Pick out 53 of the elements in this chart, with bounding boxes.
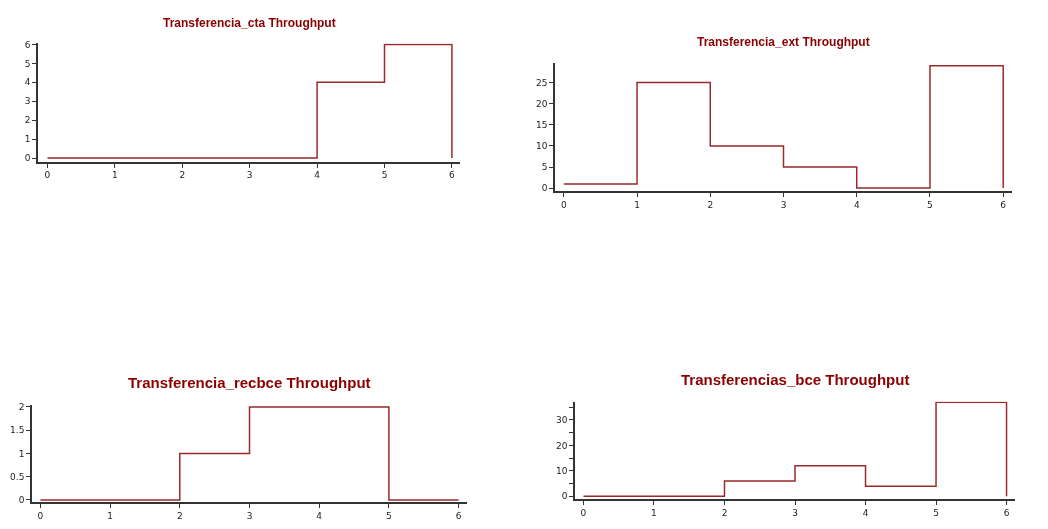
- x-tick-label: 5: [386, 510, 392, 521]
- y-tick-label: 3: [24, 96, 31, 107]
- x-tick-label: 0: [580, 507, 587, 518]
- x-tick-label: 4: [862, 507, 869, 518]
- x-tick-label: 6: [1003, 507, 1010, 518]
- x-tick-label: 2: [179, 170, 186, 181]
- y-tick-label: 30: [556, 415, 568, 426]
- x-tick-label: 0: [44, 170, 51, 181]
- x-tick-label: 2: [707, 200, 714, 211]
- y-tick-label: 15: [536, 119, 548, 130]
- x-tick-label: 4: [314, 170, 321, 181]
- y-tick-label: 0: [561, 491, 568, 502]
- x-tick-label: 4: [316, 510, 323, 521]
- chart-title: Transferencia_recbce Throughput: [128, 374, 371, 391]
- y-tick-label: 1.5: [10, 425, 25, 436]
- x-tick-label: 5: [933, 507, 939, 518]
- x-tick-label: 1: [111, 170, 118, 181]
- y-tick-label: 10: [556, 466, 568, 477]
- x-tick-label: 1: [651, 507, 657, 518]
- x-tick-label: 3: [780, 200, 787, 211]
- x-tick-label: 5: [927, 200, 933, 211]
- x-tick-label: 1: [107, 510, 113, 521]
- y-tick-label: 20: [536, 98, 548, 109]
- x-tick-label: 2: [176, 510, 183, 521]
- y-tick-label: 1: [18, 448, 25, 459]
- y-tick-label: 2: [24, 115, 31, 126]
- x-tick-label: 0: [37, 510, 44, 521]
- x-tick-label: 4: [853, 200, 860, 211]
- x-tick-label: 3: [246, 510, 253, 521]
- x-tick-label: 6: [455, 510, 462, 521]
- y-tick-label: 6: [24, 39, 31, 50]
- x-tick-label: 5: [381, 170, 388, 181]
- y-tick-label: 5: [541, 162, 548, 173]
- y-tick-label: 4: [24, 77, 31, 88]
- chart-title: Transferencias_bce Throughput: [681, 371, 910, 388]
- y-tick-label: 10: [536, 141, 548, 152]
- y-tick-label: 0: [24, 153, 31, 164]
- y-tick-label: 1: [24, 134, 31, 145]
- y-tick-label: 25: [536, 77, 548, 88]
- x-tick-label: 6: [1000, 200, 1007, 211]
- y-tick-label: 0: [18, 495, 25, 506]
- chart-title: Transferencia_cta Throughput: [163, 16, 336, 30]
- chart-title: Transferencia_ext Throughput: [697, 35, 870, 49]
- x-tick-label: 3: [246, 170, 253, 181]
- y-tick-label: 5: [24, 58, 31, 69]
- y-tick-label: 2: [18, 402, 25, 413]
- y-tick-label: 0.5: [10, 471, 25, 482]
- x-tick-label: 3: [792, 507, 798, 518]
- x-tick-label: 2: [721, 507, 728, 518]
- x-tick-label: 1: [634, 200, 640, 211]
- y-tick-label: 20: [556, 440, 568, 451]
- x-tick-label: 6: [449, 170, 456, 181]
- y-tick-label: 0: [541, 183, 548, 194]
